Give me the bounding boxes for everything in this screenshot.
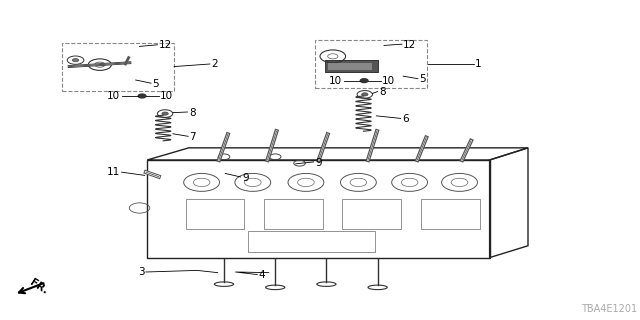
Text: 3: 3 — [138, 267, 145, 277]
Circle shape — [138, 94, 146, 98]
Bar — [342, 199, 401, 229]
Text: 10: 10 — [160, 91, 173, 101]
Text: 11: 11 — [107, 167, 120, 177]
Bar — [248, 231, 375, 252]
Circle shape — [72, 59, 79, 62]
Bar — [315, 40, 428, 88]
Text: 5: 5 — [152, 79, 159, 89]
Circle shape — [362, 93, 368, 96]
Text: 9: 9 — [315, 157, 321, 168]
Text: 12: 12 — [403, 40, 417, 50]
Bar — [325, 60, 378, 72]
Bar — [63, 43, 174, 91]
Text: FR.: FR. — [28, 277, 49, 297]
Text: 5: 5 — [419, 74, 426, 84]
Bar — [328, 63, 372, 70]
Text: 12: 12 — [159, 40, 172, 51]
Text: 1: 1 — [475, 59, 481, 69]
Text: 8: 8 — [379, 87, 385, 97]
Text: 7: 7 — [189, 132, 196, 142]
Text: 4: 4 — [259, 269, 265, 280]
Bar — [421, 199, 480, 229]
Text: 10: 10 — [107, 91, 120, 101]
Text: 9: 9 — [242, 172, 248, 183]
Circle shape — [360, 79, 368, 83]
Text: 6: 6 — [402, 114, 408, 124]
Bar — [186, 199, 244, 229]
Text: 2: 2 — [211, 59, 218, 69]
Circle shape — [162, 112, 168, 115]
Text: 8: 8 — [189, 108, 195, 118]
Text: 10: 10 — [329, 76, 342, 86]
Text: TBA4E1201: TBA4E1201 — [580, 304, 637, 314]
Bar — [264, 199, 323, 229]
Text: 10: 10 — [382, 76, 396, 86]
